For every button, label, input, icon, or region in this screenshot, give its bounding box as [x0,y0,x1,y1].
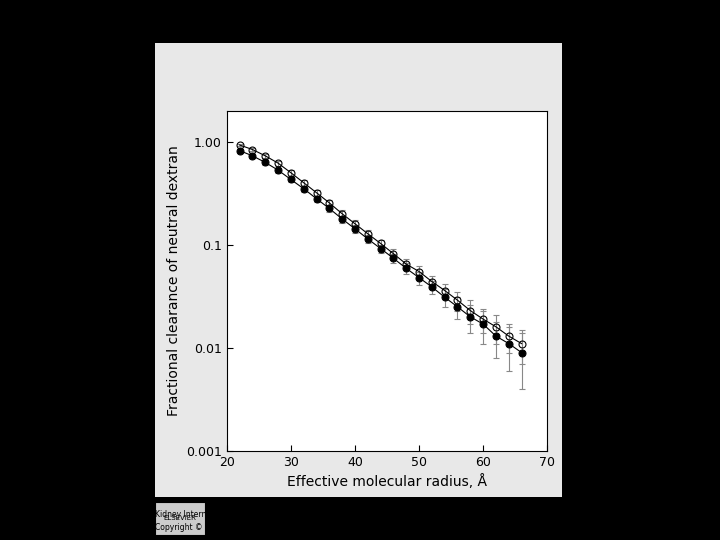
Y-axis label: Fractional clearance of neutral dextran: Fractional clearance of neutral dextran [166,145,181,416]
Text: Kidney International 2001 60309-318 OI: (10.1046/j.1523-1755.2001.00801.x): Kidney International 2001 60309-318 OI: … [155,510,454,519]
Text: Figure 6: Figure 6 [329,19,391,34]
Text: Copyright © 2001 International Society of Nephrology: Copyright © 2001 International Society o… [155,523,362,532]
X-axis label: Effective molecular radius, Å: Effective molecular radius, Å [287,474,487,489]
Text: ELSEVIER: ELSEVIER [163,515,197,522]
